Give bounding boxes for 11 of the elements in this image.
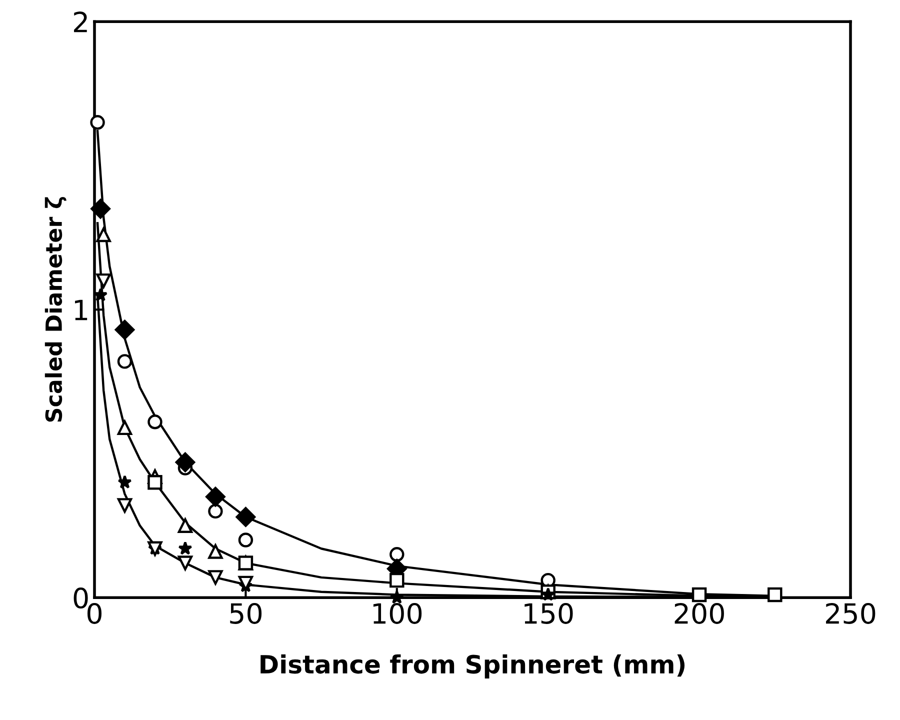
- x-tick-label: 200: [674, 602, 724, 624]
- y-tick-label: 1: [75, 300, 88, 320]
- x-axis-title: Distance from Spinneret (mm): [260, 654, 685, 679]
- y-tick-label: 0: [74, 588, 88, 609]
- y-tick-label: 2: [74, 12, 87, 32]
- x-tick-label: 150: [524, 602, 573, 624]
- x-tick-label: 50: [230, 602, 262, 624]
- x-tick-label: 250: [826, 602, 876, 624]
- x-tick-label: 100: [373, 602, 422, 624]
- x-tick-label: 0: [87, 602, 102, 624]
- y-axis-title: Scaled Diameter ζ: [44, 197, 66, 422]
